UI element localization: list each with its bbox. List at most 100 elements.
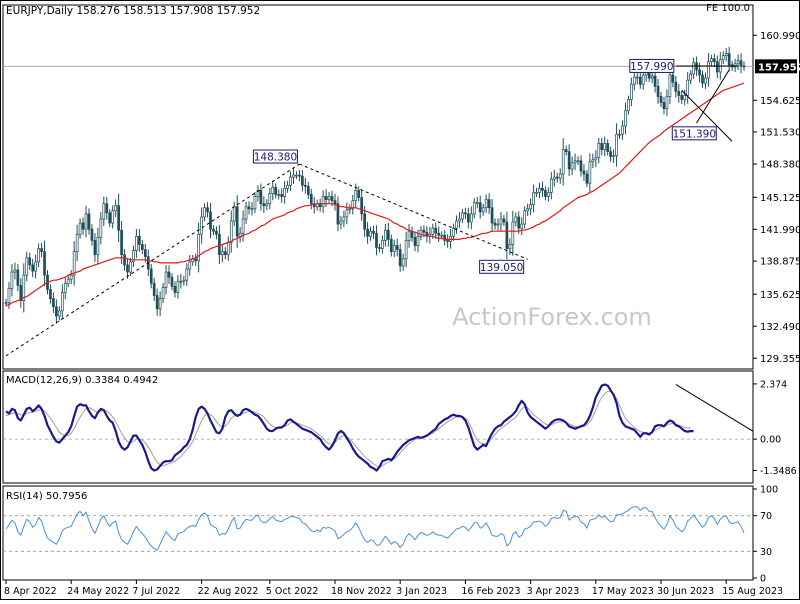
macd-line: [5, 383, 694, 472]
candle: [591, 153, 595, 169]
candle: [677, 83, 681, 103]
candle: [286, 180, 289, 193]
candle-body: [179, 280, 183, 283]
candle-body: [458, 218, 461, 222]
candle-body: [117, 205, 120, 231]
candle-body: [292, 174, 295, 178]
candle: [238, 227, 242, 243]
candle-body: [256, 190, 260, 197]
candle: [152, 277, 156, 301]
price-tick-label: 129.355: [760, 354, 800, 365]
candles: [4, 46, 746, 324]
candle-body: [704, 77, 707, 84]
candle-body: [336, 203, 340, 225]
price-annotation: 148.380: [252, 149, 298, 164]
candle: [727, 46, 731, 72]
candle: [235, 195, 239, 248]
candle-body: [710, 58, 713, 63]
macd-panel-frame: [2, 370, 754, 484]
candle-body: [668, 74, 672, 97]
rsi-header: RSI(14) 50.7956: [6, 491, 87, 502]
candle: [164, 264, 168, 295]
candle: [298, 169, 301, 182]
candle: [689, 70, 693, 85]
candle: [149, 263, 153, 289]
candle: [549, 172, 553, 200]
candle: [256, 185, 260, 202]
candle: [129, 257, 132, 276]
rsi-tick-label: 70: [760, 511, 772, 522]
candle: [244, 201, 248, 224]
candle-body: [212, 228, 215, 232]
candle-body: [49, 289, 52, 299]
candle: [692, 57, 695, 80]
candle: [425, 226, 429, 243]
candle: [570, 156, 574, 176]
candle: [200, 207, 203, 244]
date-label: 22 Aug 2022: [198, 586, 259, 597]
candle-body: [28, 257, 32, 266]
candle: [34, 254, 37, 279]
candle: [674, 75, 678, 98]
signal-line: [5, 390, 691, 468]
annotation-text: 151.390: [673, 128, 716, 140]
candle: [360, 190, 364, 221]
candle-body: [298, 174, 301, 177]
candle: [665, 89, 669, 116]
candle: [123, 249, 126, 271]
candle: [452, 223, 455, 241]
candle-body: [309, 194, 313, 205]
candle-body: [16, 269, 20, 286]
candle-body: [164, 271, 168, 288]
candle: [600, 137, 604, 156]
candle: [624, 102, 627, 135]
candle: [280, 188, 283, 203]
date-label: 7 Jul 2022: [132, 586, 180, 597]
candle-body: [683, 95, 687, 100]
price-tick-label: 141.990: [760, 225, 800, 236]
candle: [585, 170, 589, 188]
candle: [555, 172, 559, 183]
candle-body: [727, 53, 731, 66]
candle-body: [102, 203, 106, 220]
candle: [384, 223, 387, 247]
candle-body: [306, 185, 310, 195]
candle-body: [600, 143, 604, 150]
candle-body: [733, 63, 737, 68]
candle: [496, 218, 500, 231]
candle-body: [384, 229, 387, 241]
candle-body: [443, 234, 447, 241]
candle: [22, 263, 26, 313]
candle: [511, 210, 515, 256]
candle: [475, 196, 479, 209]
candle-body: [13, 269, 17, 273]
candle-body: [75, 233, 79, 252]
candle-body: [226, 242, 230, 256]
candle-body: [235, 206, 239, 237]
candle: [505, 211, 509, 260]
candle: [218, 224, 221, 265]
candle: [398, 243, 402, 272]
candle-body: [721, 55, 725, 61]
candle-body: [715, 61, 719, 73]
candle-body: [413, 236, 417, 246]
candle-body: [271, 186, 275, 194]
price-tick-label: 154.625: [760, 96, 800, 107]
candle: [132, 245, 135, 267]
candle-body: [43, 251, 46, 276]
candle-body: [603, 143, 607, 150]
candle-body: [579, 160, 583, 172]
candle: [60, 284, 64, 319]
candle-body: [653, 75, 657, 87]
date-label: 15 Aug 2023: [722, 586, 783, 597]
candle: [161, 282, 165, 304]
candle: [704, 72, 707, 89]
candle-body: [81, 222, 85, 230]
candle: [517, 211, 521, 234]
candle: [715, 55, 719, 79]
candle-body: [680, 95, 684, 100]
candle: [84, 205, 88, 238]
candle: [638, 72, 642, 89]
candle: [707, 53, 710, 87]
